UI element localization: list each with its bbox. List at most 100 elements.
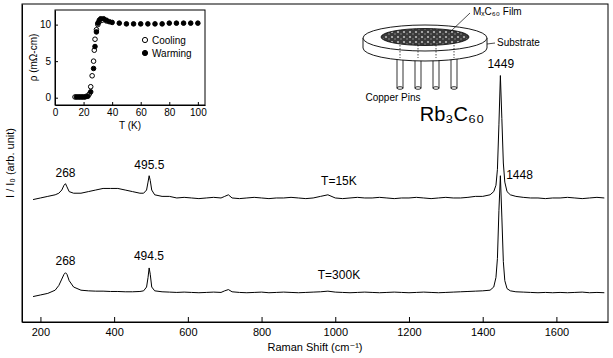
- substrate-top: [363, 25, 487, 51]
- legend-label: Cooling: [152, 35, 186, 46]
- pin-guide: [454, 42, 455, 58]
- x-tick-mark: [114, 317, 115, 322]
- x-tick-label: 800: [253, 326, 271, 338]
- y-tick-mark: [55, 98, 58, 99]
- annotation: 1448: [506, 168, 533, 182]
- x-axis: 200 400 600 800 1000 1200 1400 1600: [23, 317, 609, 338]
- data-point: [146, 22, 151, 27]
- annotation: 494.5: [134, 249, 164, 263]
- x-tick-label: 100: [190, 107, 207, 118]
- data-point: [188, 21, 193, 26]
- y-axis-title: ρ (mΩ-cm): [28, 34, 39, 82]
- x-axis-title: Raman Shift (cm⁻¹): [267, 341, 362, 353]
- x-tick: 1000: [324, 317, 348, 338]
- data-point: [153, 22, 158, 27]
- x-tick-mark: [112, 102, 113, 105]
- data-point: [91, 59, 96, 64]
- x-tick: 1200: [397, 317, 421, 338]
- x-tick-mark: [483, 317, 484, 322]
- x-axis: 0 20 40 60 80 100: [53, 102, 207, 118]
- y-axis-line: [22, 5, 23, 323]
- data-point: [131, 22, 136, 27]
- x-tick: 800: [253, 317, 271, 338]
- copper-pin-end: [397, 87, 403, 90]
- data-point: [138, 22, 143, 27]
- chart-title: Rb₃C₆₀: [420, 103, 485, 125]
- x-tick: 80: [164, 102, 176, 118]
- data-point: [91, 66, 96, 71]
- x-tick-label: 1000: [324, 326, 348, 338]
- x-tick: 60: [136, 102, 148, 118]
- copper-pin: [451, 56, 457, 88]
- x-tick: 20: [79, 102, 91, 118]
- x-tick: 600: [179, 317, 197, 338]
- x-tick: 1600: [545, 317, 569, 338]
- data-point: [93, 44, 98, 49]
- x-tick-mark: [188, 317, 189, 322]
- leader-line: [487, 43, 495, 44]
- annotation: 1449: [487, 57, 514, 71]
- data-point: [124, 22, 129, 27]
- x-tick-mark: [40, 317, 41, 322]
- y-axis: [22, 5, 23, 323]
- x-tick: 200: [32, 317, 50, 338]
- x-tick-mark: [84, 102, 85, 105]
- x-tick-mark: [198, 102, 199, 105]
- plot-area: [73, 16, 200, 99]
- data-point: [167, 21, 172, 26]
- data-point: [110, 20, 115, 25]
- y-axis: 0 5 10: [40, 11, 58, 106]
- data-point: [93, 37, 98, 42]
- x-axis-line: [56, 105, 206, 106]
- annotation: 268: [55, 166, 75, 180]
- annotation: 495.5: [134, 158, 164, 172]
- data-point: [90, 73, 95, 78]
- x-tick-label: 40: [107, 107, 119, 118]
- x-tick: 100: [190, 102, 207, 118]
- data-point: [88, 90, 93, 95]
- data-point: [86, 94, 91, 99]
- x-tick-mark: [262, 317, 263, 322]
- chart-0: 2004006008001000120014001600Raman Shift …: [4, 4, 609, 353]
- y-tick-mark: [55, 25, 58, 26]
- data-point: [94, 30, 99, 35]
- pins-label: Copper Pins: [365, 92, 420, 103]
- copper-pin-end: [433, 87, 439, 90]
- x-tick-label: 600: [179, 326, 197, 338]
- data-point: [181, 21, 186, 26]
- y-tick-label: 10: [40, 19, 52, 30]
- y-axis-title: I / I₀ (arb. unit): [4, 128, 16, 198]
- legend: CoolingWarming: [142, 35, 191, 59]
- data-point: [196, 21, 201, 26]
- annotation: T=300K: [318, 268, 360, 282]
- data-point: [160, 22, 165, 27]
- x-tick-label: 200: [32, 326, 50, 338]
- y-tick: 0: [45, 92, 58, 103]
- x-tick-mark: [169, 102, 170, 105]
- plot-frame: [55, 10, 205, 105]
- x-tick-mark: [556, 317, 557, 322]
- copper-pin-end: [451, 87, 457, 90]
- film: [381, 29, 469, 46]
- x-tick-label: 1200: [397, 326, 421, 338]
- annotation: 268: [55, 254, 75, 268]
- film-label: MₓC₆₀ Film: [473, 6, 522, 17]
- x-tick-label: 1400: [471, 326, 495, 338]
- leader-line: [450, 13, 470, 32]
- copper-pin: [397, 56, 403, 88]
- data-point: [88, 84, 93, 89]
- x-tick-mark: [335, 317, 336, 322]
- spectrum-line: [33, 76, 604, 200]
- x-axis-title: T (K): [119, 120, 141, 131]
- data-point: [174, 21, 179, 26]
- x-tick-label: 1600: [545, 326, 569, 338]
- y-tick-label: 5: [45, 56, 51, 67]
- x-tick: 40: [107, 102, 119, 118]
- y-tick-mark: [55, 61, 58, 62]
- plot-area: [33, 76, 604, 297]
- x-tick: 400: [105, 317, 123, 338]
- x-tick-mark: [141, 102, 142, 105]
- figure: 2004006008001000120014001600Raman Shift …: [0, 0, 613, 358]
- x-tick-label: 0: [53, 107, 59, 118]
- copper-pin-end: [415, 87, 421, 90]
